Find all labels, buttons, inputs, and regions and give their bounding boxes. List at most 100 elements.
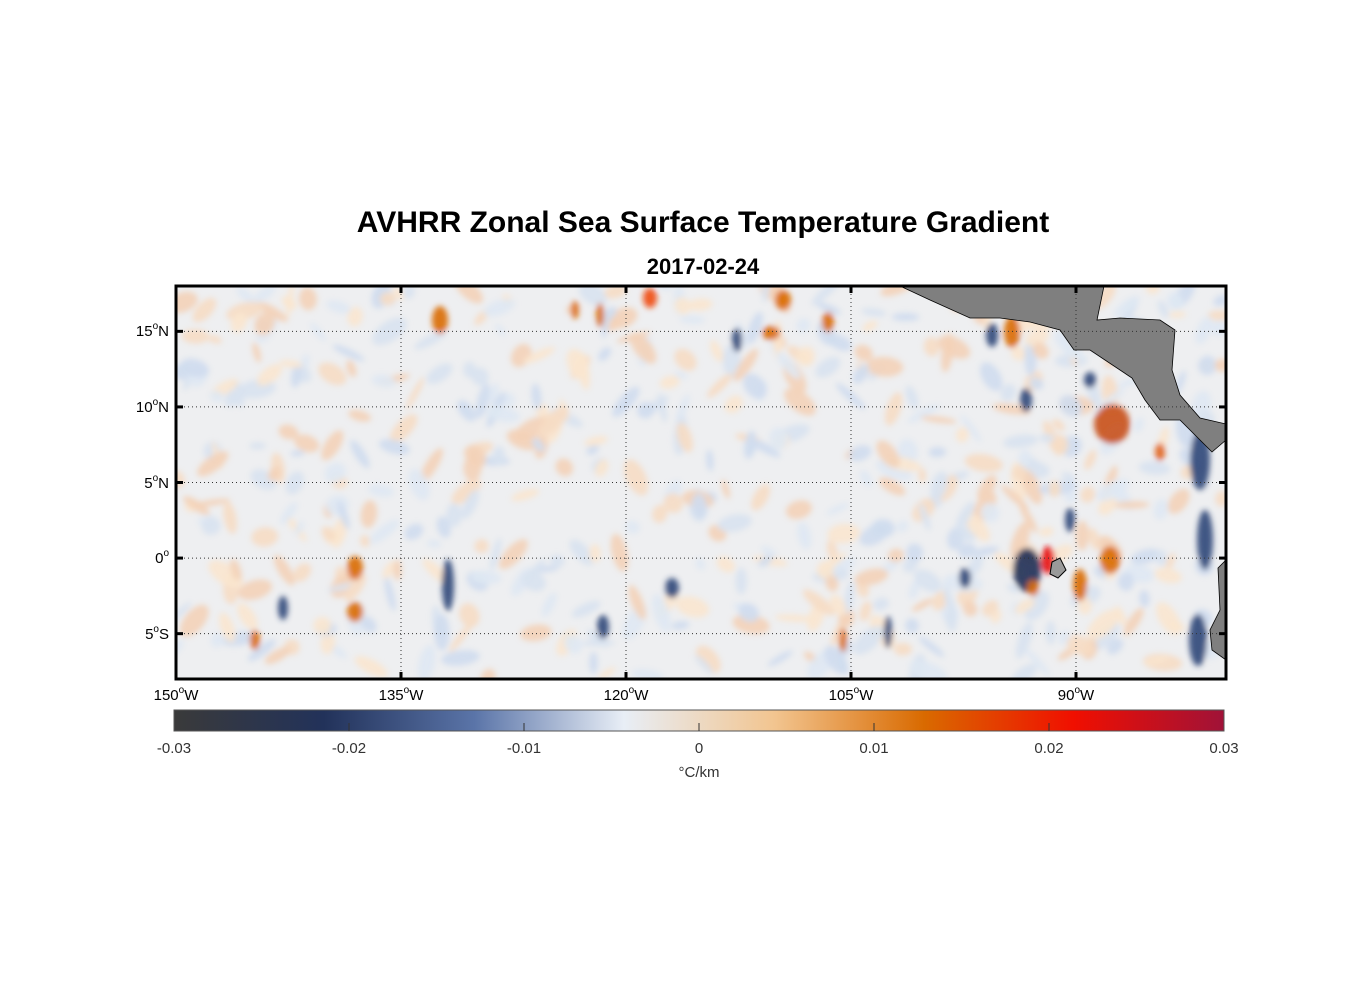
gradient-blob [379,439,410,455]
gradient-blob [459,603,480,628]
gradient-blob [446,502,462,527]
gradient-blob [796,318,811,333]
gradient-blob [485,406,520,423]
gradient-blob [176,291,198,313]
gradient-feature [432,306,448,334]
lon-tick-label: 120oW [586,685,666,704]
gradient-blob [404,523,424,540]
gradient-blob [520,624,552,642]
gradient-blob [920,415,957,424]
gradient-blob [853,625,884,655]
gradient-blob [1059,395,1083,417]
gradient-blob [454,286,484,304]
land-galapagos [1049,557,1067,579]
gradient-blob [359,535,371,548]
gradient-blob [1010,346,1027,361]
gradient-blob [1144,656,1169,665]
gradient-blob [1133,417,1144,433]
gradient-blob [1080,486,1096,503]
gradient-blob [876,440,900,468]
gradient-blob [826,503,849,515]
gradient-blob [192,297,217,323]
degree-symbol: o [178,685,185,696]
gradient-blob [369,519,400,544]
gradient-blob [1168,311,1186,318]
colorbar-tick-label: -0.01 [506,740,542,757]
gradient-blob [675,394,690,424]
gradient-blob [368,484,394,497]
gradient-blob [254,312,275,336]
gradient-blob [528,559,546,576]
gradient-blob [1075,520,1089,551]
gradient-blob [490,538,502,571]
gradient-blob [966,555,983,578]
degree-symbol: o [152,396,159,408]
gradient-blob [531,437,545,452]
gradient-blob [293,563,312,582]
gradient-blob [918,636,945,657]
gradient-feature [597,615,609,639]
gradient-blob [360,500,378,528]
gradient-blob [598,667,616,679]
gradient-blob [236,287,256,305]
gradient-blob [408,469,430,501]
gradient-blob [884,392,903,426]
label-part: 0 [155,550,164,568]
gradient-feature [986,323,998,347]
gradient-blob [1084,449,1097,470]
gradient-blob [1003,434,1039,449]
degree-symbol: o [152,472,159,484]
gradient-blob [876,459,912,481]
gradient-blob [1145,286,1160,295]
gradient-blob [1018,449,1031,467]
gradient-feature [1189,614,1207,666]
gradient-field [176,286,1226,679]
gradient-blob [201,517,221,535]
gradient-blob [774,614,814,623]
gradient-blob [441,650,480,666]
gradient-blob [576,351,590,390]
gradient-blob [854,568,889,586]
land-central-america [899,286,1226,453]
gradient-blob [197,451,229,477]
gradient-feature [347,556,363,580]
gradient-blob [249,442,266,450]
gradient-blob [1123,607,1144,636]
gradient-blob [237,603,258,631]
gradient-blob [838,653,849,676]
gradient-blob [371,374,397,388]
map-subtitle: 2017-02-24 [646,254,760,279]
gradient-blob [1029,377,1044,390]
gradient-blob [426,363,453,384]
gradient-blob [183,496,210,516]
gradient-blob [691,493,708,519]
gradient-blob [499,539,528,570]
gradient-blob [285,471,304,495]
label-part: S [158,625,169,643]
gradient-blob [384,577,396,611]
gradient-blob [474,539,489,554]
gradient-blob [911,598,934,612]
gradient-blob [769,427,788,450]
gradient-blob [843,580,855,615]
gradient-blob [747,437,781,458]
gradient-blob [470,570,502,585]
gradient-blob [687,298,713,311]
gradient-blob [389,414,418,443]
gradient-blob [962,601,978,617]
gradient-blob [675,596,710,618]
gradient-blob [865,356,904,377]
gradient-blob [313,616,332,635]
colorbar-tick-label: -0.03 [156,740,192,757]
gradient-blob [321,430,344,461]
gradient-blob [248,639,276,662]
gradient-blob [888,548,904,563]
gradient-blob [612,386,640,417]
gradient-blob [555,458,574,477]
lat-tick-label: 5oN [109,473,169,492]
gradient-blob [717,514,752,533]
gradient-feature [732,328,742,352]
gradient-blob [820,552,847,573]
gradient-feature [1073,569,1087,601]
colorbar-tick-label: 0.03 [1209,740,1239,757]
